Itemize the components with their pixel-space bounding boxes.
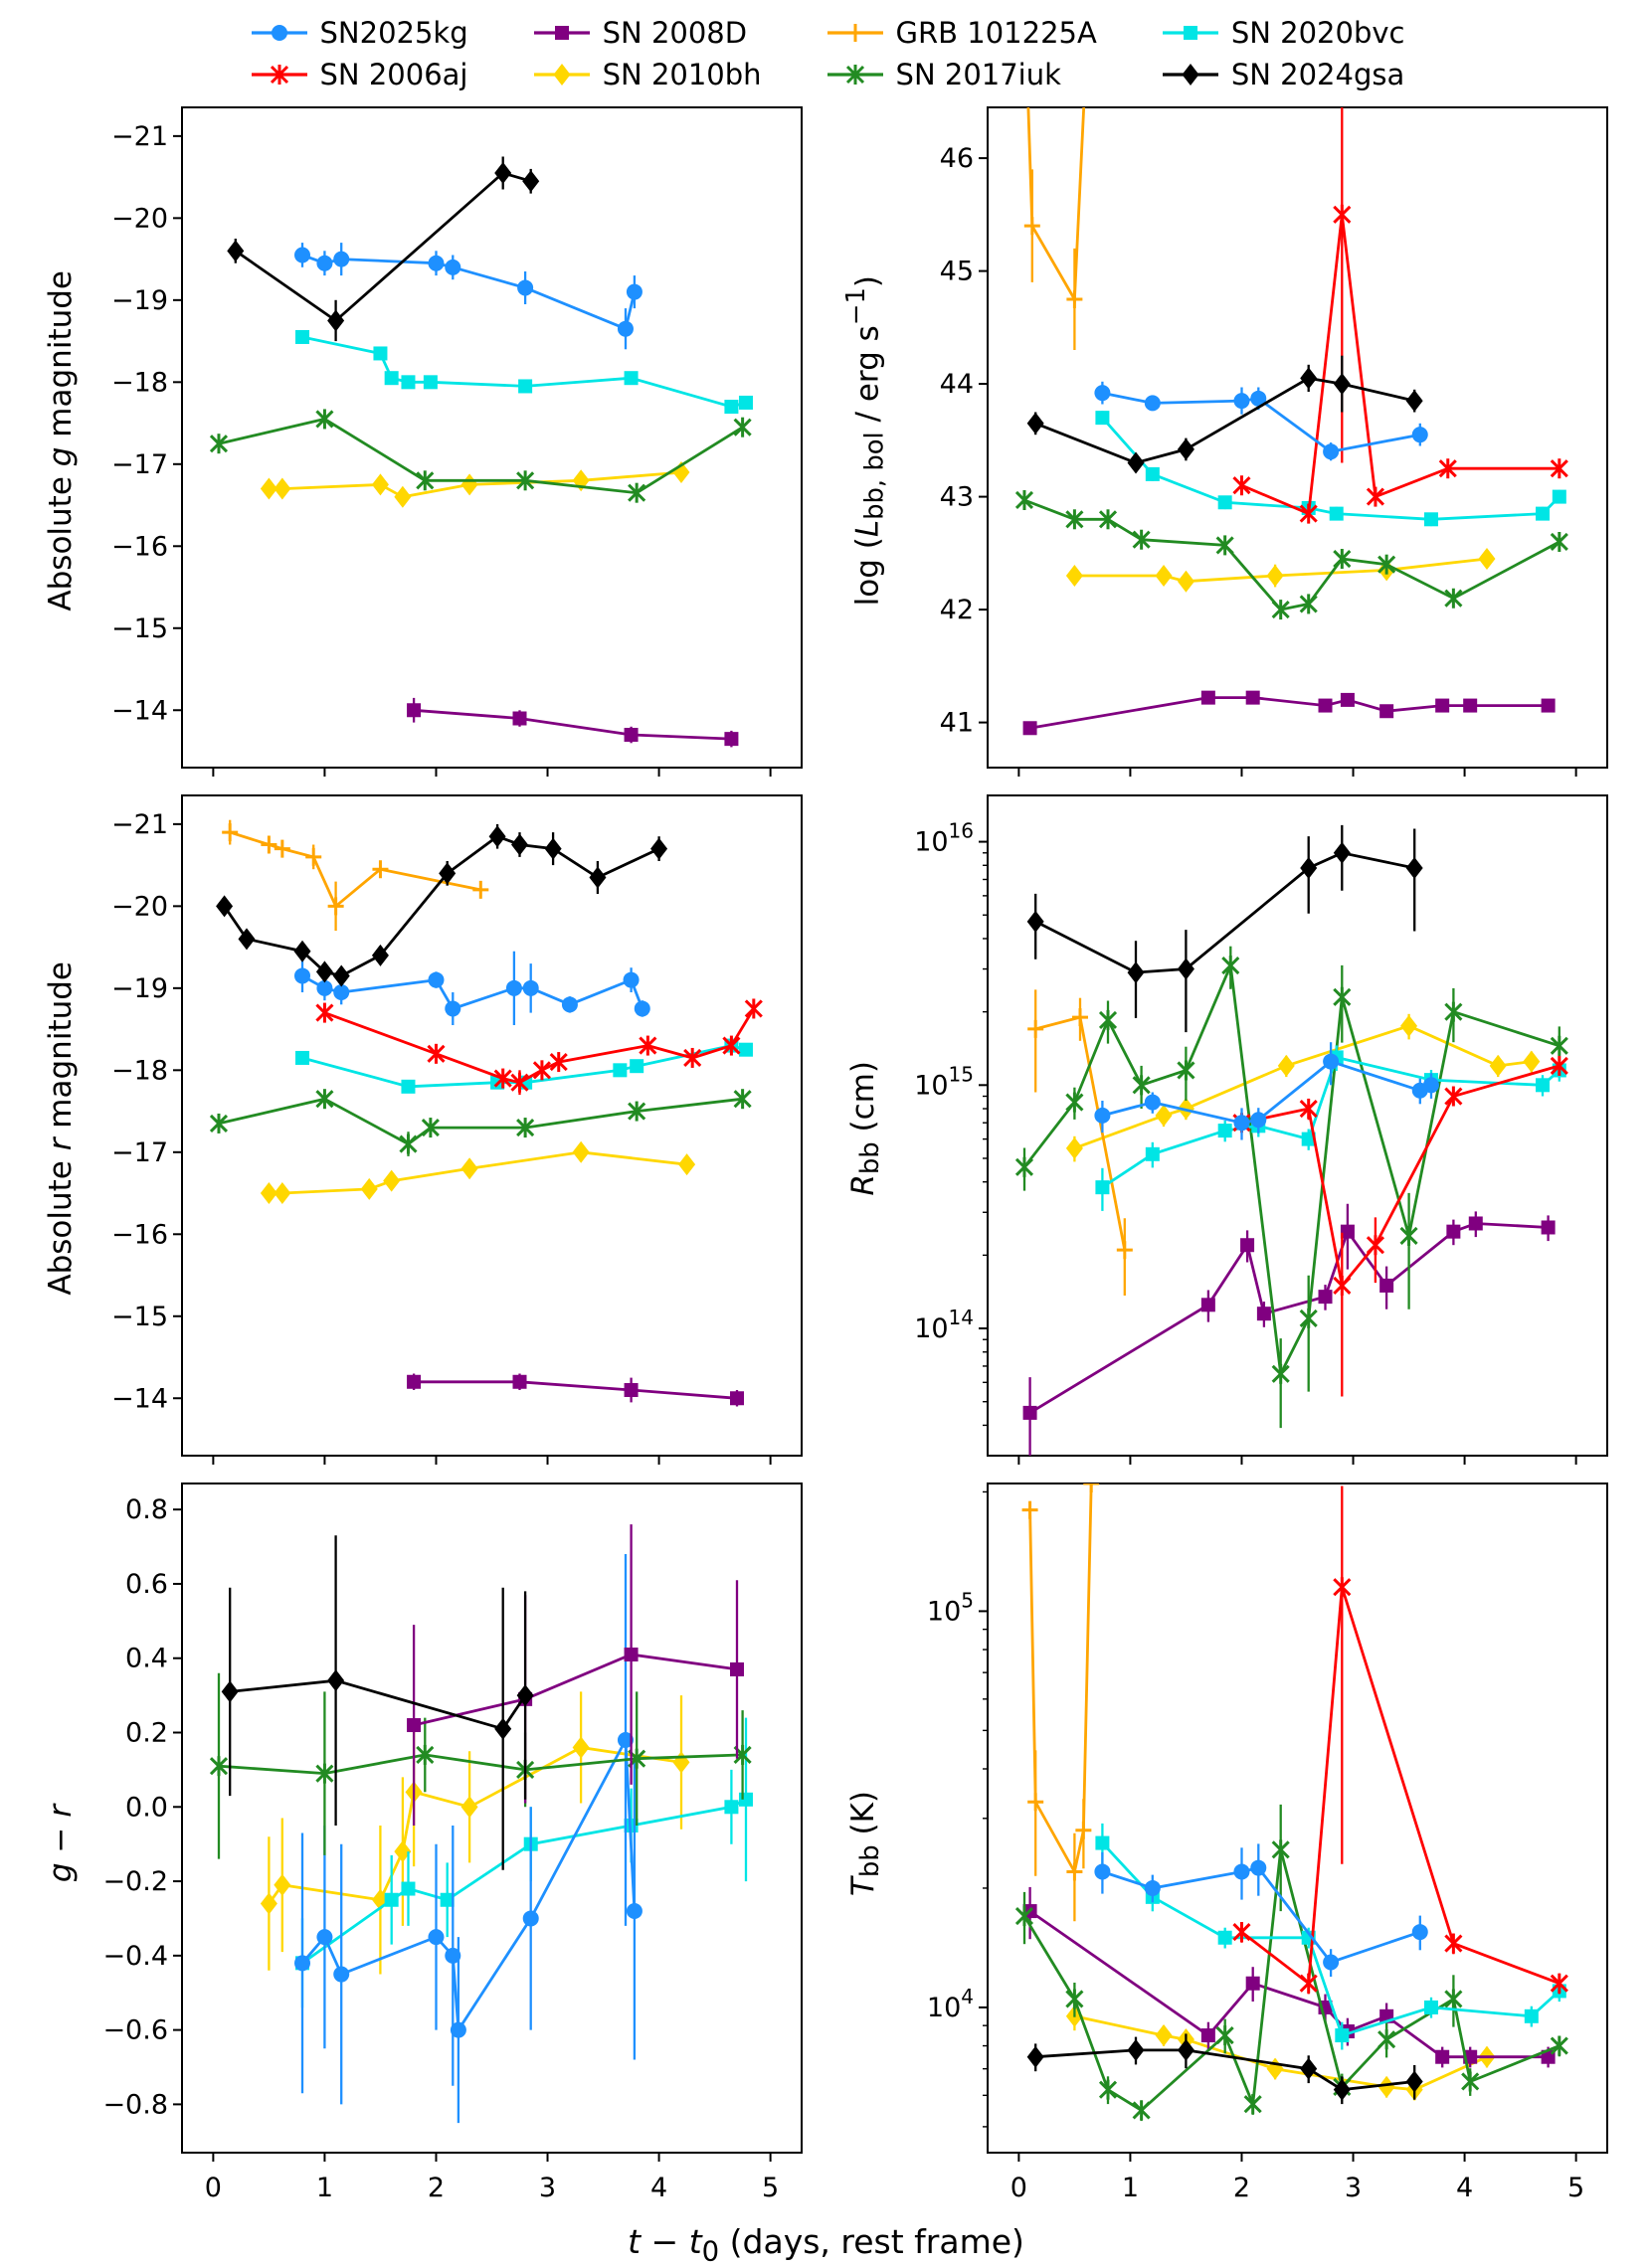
legend-item-sn2010bh: SN 2010bh: [530, 58, 762, 91]
y-axis-label-tbb: Tbb (K): [845, 1791, 886, 1897]
svg-text:1: 1: [315, 2173, 332, 2203]
sn2010bh-marker-icon: [533, 64, 590, 86]
svg-text:1: 1: [1121, 2173, 1138, 2203]
legend-item-sn2008d: SN 2008D: [530, 16, 762, 50]
legend-label: GRB 101225A: [895, 16, 1097, 50]
chart-g-minus-r: 0 1 2 3 4 5 0.8 0.6 0.4 0.2 0.0 −0.2 −0.4 −0.6 −0.8: [102, 1483, 803, 2203]
legend-item-sn2006aj: SN 2006aj: [248, 58, 468, 91]
svg-text:4: 4: [649, 2173, 666, 2203]
legend-item-grb101225a: GRB 101225A: [824, 16, 1097, 50]
chart-rbb: 1016 1015 1014: [914, 794, 1608, 1465]
svg-text:−21: −21: [111, 121, 168, 152]
chart-abs-r-magnitude: −21 −20 −19 −18 −17 −16 −15 −14: [111, 794, 803, 1465]
svg-text:−0.4: −0.4: [102, 1941, 168, 1972]
svg-text:−21: −21: [111, 809, 168, 840]
legend-item-sn2024gsa: SN 2024gsa: [1159, 58, 1405, 91]
svg-text:0.6: 0.6: [125, 1569, 168, 1600]
svg-text:0.4: 0.4: [125, 1644, 168, 1674]
legend-label: SN 2008D: [602, 16, 748, 50]
svg-text:105: 105: [926, 1588, 973, 1627]
svg-text:2: 2: [427, 2173, 444, 2203]
sn2025kg-marker-icon: [251, 25, 307, 41]
sn2024gsa-marker-icon: [1162, 64, 1218, 86]
legend-label: SN 2006aj: [319, 58, 468, 91]
legend-item-sn2017iuk: SN 2017iuk: [824, 58, 1097, 91]
svg-text:−0.2: −0.2: [102, 1866, 168, 1897]
sn2008d-marker-icon: [533, 26, 590, 40]
y-axis-label-abs-g: Absolute g magnitude: [42, 269, 79, 611]
svg-text:1016: 1016: [914, 819, 974, 858]
svg-text:−0.6: −0.6: [102, 2015, 168, 2046]
sn2017iuk-marker-icon: [826, 65, 883, 85]
svg-text:2: 2: [1232, 2173, 1249, 2203]
svg-text:−0.8: −0.8: [102, 2089, 168, 2120]
svg-text:−18: −18: [111, 367, 168, 398]
legend-label: SN2025kg: [319, 16, 468, 50]
svg-text:−17: −17: [111, 449, 168, 480]
charts-grid: Absolute g magnitude −21 −20 −19 −18 −17 −16−…: [34, 97, 1619, 2214]
svg-text:−16: −16: [111, 531, 168, 562]
panel-abs-g-magnitude: Absolute g magnitude −21 −20 −19 −18 −17 −16−…: [34, 97, 814, 784]
panel-log-lbb: log (Lbb, bol / erg s−1) 46 45 44 43 42 41: [839, 97, 1619, 784]
chart-abs-g-magnitude: −21 −20 −19 −18 −17 −16 −15 −14: [111, 106, 803, 777]
chart-tbb: 0 1 2 3 4 5 105 104: [926, 1483, 1608, 2203]
chart-log-lbb: 46 45 44 43 42 41: [939, 106, 1608, 777]
svg-text:42: 42: [939, 595, 973, 625]
svg-text:0.0: 0.0: [125, 1792, 168, 1823]
sn2006aj-marker-icon: [251, 65, 307, 85]
svg-text:−20: −20: [111, 891, 168, 922]
svg-text:1015: 1015: [914, 1062, 974, 1101]
svg-text:−20: −20: [111, 203, 168, 234]
legend-item-sn2025kg: SN2025kg: [248, 16, 468, 50]
svg-text:−18: −18: [111, 1055, 168, 1086]
y-axis-label-log-lbb: log (Lbb, bol / erg s−1): [841, 274, 890, 607]
svg-text:−16: −16: [111, 1219, 168, 1250]
svg-text:5: 5: [762, 2173, 779, 2203]
svg-text:3: 3: [1344, 2173, 1361, 2203]
svg-text:4: 4: [1455, 2173, 1472, 2203]
svg-text:45: 45: [939, 257, 973, 287]
svg-text:44: 44: [939, 369, 973, 400]
svg-text:104: 104: [926, 1985, 973, 2023]
svg-text:−19: −19: [111, 285, 168, 316]
y-axis-label-g-minus-r: g − r: [42, 1805, 79, 1883]
legend-label: SN 2020bvc: [1230, 16, 1405, 50]
svg-text:0.8: 0.8: [125, 1494, 168, 1525]
svg-text:−15: −15: [111, 613, 168, 644]
svg-text:−14: −14: [111, 695, 168, 726]
svg-text:−19: −19: [111, 973, 168, 1004]
panel-g-minus-r: g − r 0 1 2 3 4 5 0.8 0.6 0.4 0.2 0.0 −0.2 −0.4 −0.6 −…: [34, 1474, 814, 2214]
svg-text:0: 0: [1010, 2173, 1026, 2203]
svg-text:0.2: 0.2: [125, 1718, 168, 1749]
svg-text:0: 0: [204, 2173, 221, 2203]
grb101225a-marker-icon: [826, 24, 883, 42]
legend-label: SN 2017iuk: [895, 58, 1061, 91]
svg-text:1014: 1014: [914, 1306, 974, 1344]
legend-label: SN 2010bh: [602, 58, 762, 91]
svg-text:−14: −14: [111, 1383, 168, 1414]
legend-label: SN 2024gsa: [1230, 58, 1405, 91]
panel-tbb: Tbb (K) 0 1 2 3 4 5 105 104: [839, 1474, 1619, 2214]
legend-item-sn2020bvc: SN 2020bvc: [1159, 16, 1405, 50]
svg-text:41: 41: [939, 708, 973, 739]
legend: SN2025kg SN 2006aj SN 2008D SN 2010bh GR…: [248, 12, 1405, 95]
panel-rbb: Rbb (cm) 1016 1015 1014: [839, 785, 1619, 1472]
svg-text:46: 46: [939, 143, 973, 174]
x-axis-label: t − t0 (days, rest frame): [628, 2222, 1024, 2268]
panel-abs-r-magnitude: Absolute r magnitude −21 −20 −19 −18 −17 −16−…: [34, 785, 814, 1472]
svg-text:3: 3: [538, 2173, 555, 2203]
svg-text:43: 43: [939, 482, 973, 513]
svg-text:5: 5: [1567, 2173, 1584, 2203]
sn2020bvc-marker-icon: [1162, 26, 1218, 40]
svg-text:−17: −17: [111, 1137, 168, 1168]
y-axis-label-abs-r: Absolute r magnitude: [42, 961, 79, 1296]
svg-text:−15: −15: [111, 1302, 168, 1332]
y-axis-label-rbb: Rbb (cm): [845, 1061, 886, 1196]
